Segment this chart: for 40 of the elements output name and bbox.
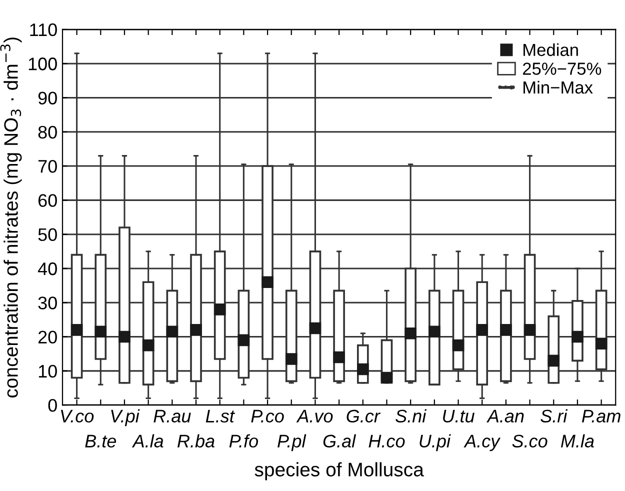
x-tick-label: P.am — [582, 410, 620, 423]
x-tick-label: S.ni — [396, 409, 427, 423]
y-tick-label: 0 — [48, 399, 57, 412]
y-tick-label: 80 — [38, 126, 57, 139]
x-tick-label: S.ri — [540, 409, 568, 423]
x-tick-label: P.fo — [229, 434, 258, 448]
x-tick-label: V.pi — [111, 409, 140, 426]
legend-label: 25%−75% — [522, 62, 602, 75]
x-tick-label: P.co — [251, 410, 284, 423]
y-tick-label: 90 — [38, 92, 57, 104]
y-tick-label: 100 — [28, 58, 57, 70]
x-tick-label: B.te — [85, 434, 116, 448]
x-tick-label: G.cr — [346, 410, 381, 423]
x-tick-label: L.st — [206, 410, 236, 423]
x-tick-label: H.co — [368, 434, 405, 448]
y-tick-label: 110 — [30, 23, 57, 36]
x-tick-label: U.tu — [443, 410, 474, 423]
x-tick-label: A.cy — [464, 434, 501, 452]
y-tick-label: 70 — [38, 160, 57, 173]
y-tick-label: 60 — [38, 194, 57, 207]
y-tick-label: 20 — [38, 330, 57, 344]
x-tick-label: M.la — [560, 434, 594, 448]
x-tick-label: A.la — [132, 434, 164, 448]
x-tick-label: V.co — [60, 410, 94, 423]
y-tick-label: 30 — [38, 296, 57, 310]
x-tick-label: U.pi — [420, 434, 451, 452]
y-axis-title: concentration of nitrates (mg NO$_{3}$ · dm$^{−3}$) — [0, 38, 22, 398]
x-axis-title: species of Mollusca — [254, 462, 424, 480]
x-tick-label: A.an — [486, 410, 524, 423]
y-tick-label: 10 — [38, 364, 57, 378]
x-tick-label: A.vo — [296, 410, 333, 423]
x-tick-label: R.ba — [178, 434, 214, 448]
y-tick-label: 50 — [38, 228, 57, 242]
annotation: Median — [524, 43, 578, 56]
x-tick-label: R.au — [154, 410, 191, 423]
y-tick-label: 40 — [38, 262, 57, 276]
annotation: Min−Max — [524, 80, 593, 94]
x-tick-label: G.al — [323, 434, 356, 448]
x-tick-label: P.pl — [278, 434, 306, 452]
x-tick-label: S.co — [512, 434, 548, 448]
